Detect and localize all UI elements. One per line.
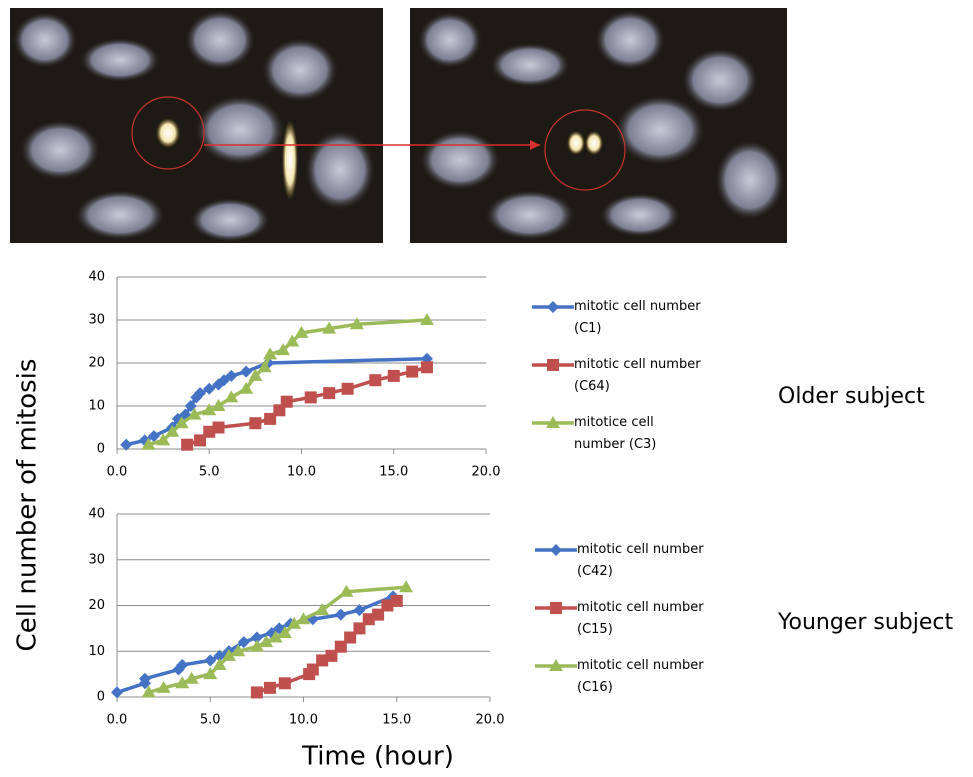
x-tick-label: 10.0 bbox=[287, 465, 316, 480]
data-point bbox=[391, 595, 403, 607]
y-tick-label: 10 bbox=[88, 399, 105, 414]
legend-label: mitotic cell number (C15) bbox=[577, 597, 705, 641]
data-point bbox=[421, 361, 433, 373]
x-tick-label: 15.0 bbox=[382, 713, 411, 728]
legend-label: mitotic cell number (C64) bbox=[574, 354, 702, 398]
data-point bbox=[406, 366, 418, 378]
data-point bbox=[281, 396, 293, 408]
panel-label: Younger subject bbox=[777, 610, 954, 635]
legend-marker bbox=[550, 544, 562, 556]
y-tick-label: 40 bbox=[88, 507, 105, 522]
y-tick-label: 20 bbox=[88, 598, 105, 613]
x-tick-label: 0.0 bbox=[107, 713, 128, 728]
y-tick-label: 10 bbox=[88, 644, 105, 659]
micrograph-left bbox=[10, 8, 383, 243]
data-point bbox=[388, 370, 400, 382]
legend-marker bbox=[547, 359, 559, 371]
data-point bbox=[305, 391, 317, 403]
x-tick-label: 20.0 bbox=[476, 713, 505, 728]
data-point bbox=[323, 387, 335, 399]
y-tick-label: 40 bbox=[88, 270, 105, 285]
data-point bbox=[249, 417, 261, 429]
series-line bbox=[148, 320, 427, 445]
legend-label: mitotic cell number (C1) bbox=[574, 296, 702, 340]
data-point bbox=[279, 677, 291, 689]
x-tick-label: 0.0 bbox=[107, 465, 128, 480]
x-tick-label: 20.0 bbox=[472, 465, 501, 480]
panel-label: Older subject bbox=[778, 384, 925, 409]
x-axis-label: Time (hour) bbox=[301, 742, 454, 772]
data-point bbox=[264, 682, 276, 694]
data-point bbox=[181, 439, 193, 451]
data-point bbox=[369, 374, 381, 386]
legend-marker bbox=[550, 602, 562, 614]
y-tick-label: 0 bbox=[97, 442, 105, 457]
micrograph-right bbox=[410, 8, 787, 243]
legend-label: mitotic cell number (C16) bbox=[577, 655, 705, 699]
y-tick-label: 30 bbox=[88, 313, 105, 328]
data-point bbox=[212, 422, 224, 434]
y-tick-label: 20 bbox=[88, 356, 105, 371]
legend-label: mitotic cell number (C42) bbox=[577, 539, 705, 583]
x-tick-label: 5.0 bbox=[199, 465, 220, 480]
legend-marker bbox=[547, 301, 559, 313]
figure: Cell number of mitosis Time (hour) 0 10 20… bbox=[0, 0, 973, 777]
x-tick-label: 10.0 bbox=[289, 713, 318, 728]
y-tick-label: 0 bbox=[97, 690, 105, 705]
data-point bbox=[335, 609, 347, 621]
data-point bbox=[342, 383, 354, 395]
x-tick-label: 15.0 bbox=[379, 465, 408, 480]
y-axis-label: Cell number of mitosis bbox=[13, 359, 43, 652]
data-point bbox=[240, 366, 252, 378]
y-tick-label: 30 bbox=[88, 552, 105, 567]
legend-label: mitotice cell number (C3) bbox=[574, 412, 702, 456]
x-tick-label: 5.0 bbox=[200, 713, 221, 728]
page: {"figure": {"ylabel": "Cell number of mi… bbox=[0, 0, 973, 777]
data-point bbox=[251, 686, 263, 698]
